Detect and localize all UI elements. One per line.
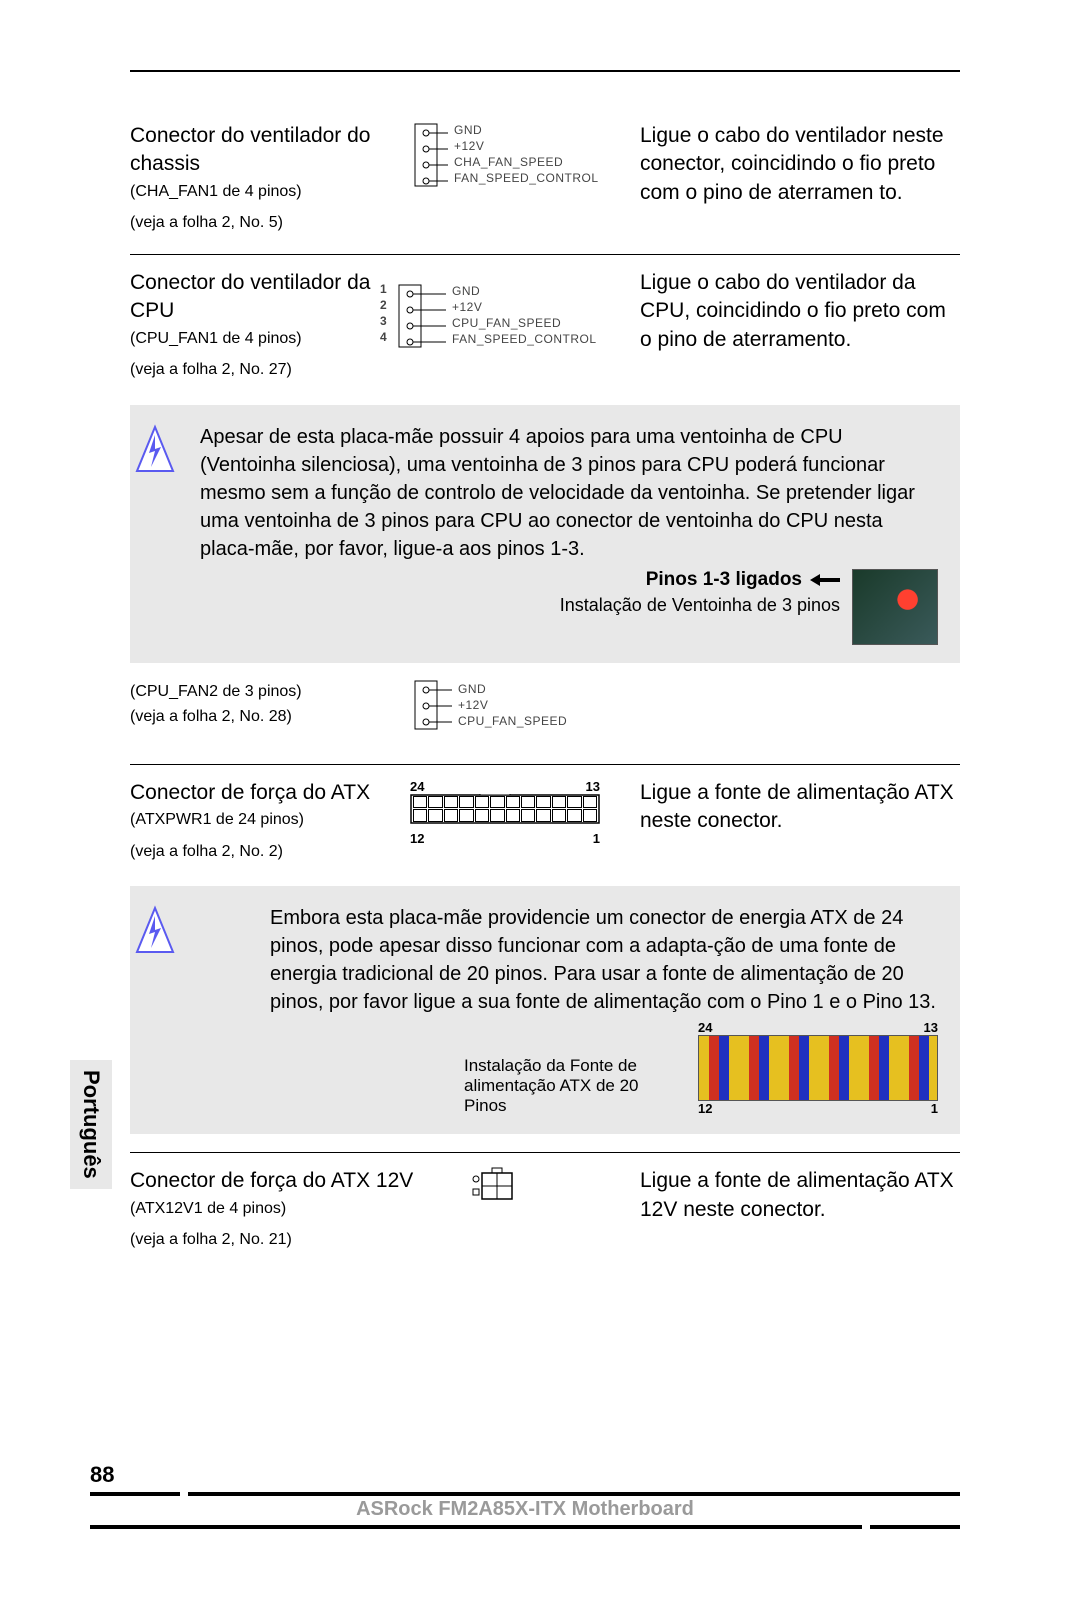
pin-num: 4 bbox=[380, 331, 387, 347]
note-cpu-fan: Apesar de esta placa-mãe possuir 4 apoio… bbox=[130, 405, 960, 663]
section-cpu-fan2: (CPU_FAN2 de 3 pinos) (veja a folha 2, N… bbox=[130, 663, 960, 764]
pin-label: FAN_SPEED_CONTROL bbox=[452, 333, 597, 349]
s4-sub2: (veja a folha 2, No. 2) bbox=[130, 839, 410, 865]
note2-text: Embora esta placa-mãe providencie um con… bbox=[270, 904, 938, 1016]
page-footer: 88 ASRock FM2A85X-ITX Motherboard bbox=[90, 1462, 960, 1529]
atx-num: 13 bbox=[924, 1020, 938, 1035]
s5-desc: Ligue a fonte de alimentação ATX 12V nes… bbox=[640, 1167, 960, 1224]
atx-num: 12 bbox=[698, 1101, 712, 1116]
pin-label: GND bbox=[452, 285, 597, 301]
page-number: 88 bbox=[90, 1462, 960, 1488]
section-chassis-fan: Conector do ventilador do chassis (CHA_F… bbox=[130, 122, 960, 254]
pin-label: CHA_FAN_SPEED bbox=[454, 156, 599, 172]
s1-title: Conector do ventilador do chassis bbox=[130, 122, 410, 179]
s1-sub2: (veja a folha 2, No. 5) bbox=[130, 210, 410, 236]
pin-label: +12V bbox=[454, 140, 599, 156]
atx12v-diagram bbox=[470, 1167, 520, 1203]
s2-sub1: (CPU_FAN1 de 4 pinos) bbox=[130, 326, 410, 352]
s3-sub2: (veja a folha 2, No. 28) bbox=[130, 704, 410, 730]
fan-photo bbox=[852, 569, 938, 645]
atx-num: 24 bbox=[410, 779, 424, 794]
pin-label: CPU_FAN_SPEED bbox=[452, 317, 597, 333]
s5-title: Conector de força do ATX 12V bbox=[130, 1167, 470, 1195]
pin-label: +12V bbox=[458, 699, 567, 715]
atx-num: 13 bbox=[586, 779, 600, 794]
section-atx-power: Conector de força do ATX (ATXPWR1 de 24 … bbox=[130, 764, 960, 883]
s2-sub2: (veja a folha 2, No. 27) bbox=[130, 357, 410, 383]
pin-label: FAN_SPEED_CONTROL bbox=[454, 172, 599, 188]
s2-desc: Ligue o cabo do ventilador da CPU, coinc… bbox=[640, 269, 960, 354]
s2-title-b: CPU bbox=[130, 297, 410, 325]
footer-title: ASRock FM2A85X-ITX Motherboard bbox=[90, 1498, 960, 1521]
atx-24pin-diagram bbox=[410, 794, 600, 824]
atx-photo bbox=[698, 1035, 938, 1101]
top-rule bbox=[130, 70, 960, 72]
language-tab: Português bbox=[70, 1060, 112, 1189]
arrow-left-icon bbox=[810, 574, 840, 586]
note2-caption: Instalação da Fonte de alimentação ATX d… bbox=[464, 1056, 684, 1116]
pin-num: 3 bbox=[380, 315, 387, 331]
s4-title: Conector de força do ATX bbox=[130, 779, 410, 807]
s5-sub2: (veja a folha 2, No. 21) bbox=[130, 1227, 470, 1253]
pin-label: GND bbox=[458, 683, 567, 699]
s2-title-a: Conector do ventilador da bbox=[130, 269, 410, 297]
pin-label: GND bbox=[454, 124, 599, 140]
pin-label: CPU_FAN_SPEED bbox=[458, 715, 567, 731]
s1-desc: Ligue o cabo do ventilador neste conecto… bbox=[640, 122, 960, 207]
s4-desc: Ligue a fonte de alimentação ATX neste c… bbox=[640, 779, 960, 836]
section-atx12v: Conector de força do ATX 12V (ATX12V1 de… bbox=[130, 1152, 960, 1271]
s1-sub1: (CHA_FAN1 de 4 pinos) bbox=[130, 179, 410, 205]
section-cpu-fan: Conector do ventilador da CPU (CPU_FAN1 … bbox=[130, 254, 960, 401]
pin-label: +12V bbox=[452, 301, 597, 317]
s4-sub1: (ATXPWR1 de 24 pinos) bbox=[130, 807, 410, 833]
lightning-icon bbox=[127, 423, 183, 479]
lightning-icon bbox=[127, 904, 183, 960]
atx-num: 24 bbox=[698, 1020, 712, 1035]
note1-caption: Instalação de Ventoinha de 3 pinos bbox=[560, 595, 840, 616]
atx-num: 12 bbox=[410, 831, 424, 846]
note1-bold: Pinos 1-3 ligados bbox=[646, 569, 802, 591]
pin-num: 2 bbox=[380, 299, 387, 315]
s5-sub1: (ATX12V1 de 4 pinos) bbox=[130, 1196, 470, 1222]
atx-num: 1 bbox=[931, 1101, 938, 1116]
atx-num: 1 bbox=[593, 831, 600, 846]
note-atx: Embora esta placa-mãe providencie um con… bbox=[130, 886, 960, 1134]
s3-sub1: (CPU_FAN2 de 3 pinos) bbox=[130, 679, 410, 705]
pin-num: 1 bbox=[380, 283, 387, 299]
note1-text: Apesar de esta placa-mãe possuir 4 apoio… bbox=[200, 423, 938, 563]
